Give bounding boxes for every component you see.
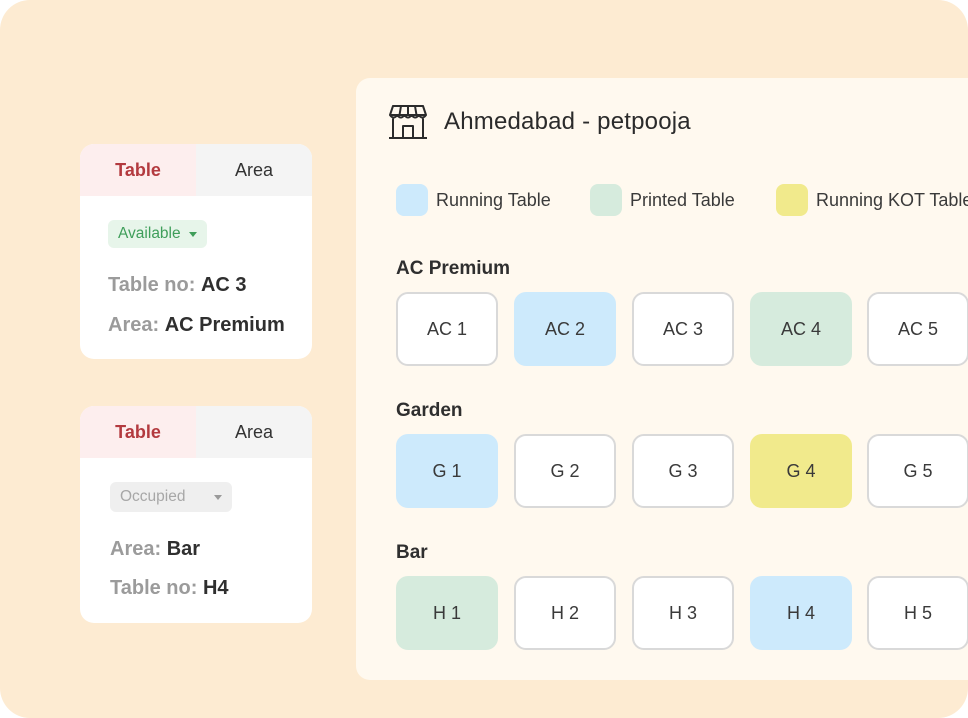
table-tile-ac-4[interactable]: AC 4	[750, 292, 852, 366]
table-info-card-available: Table Area Available Table no: AC 3 Area…	[80, 144, 312, 359]
table-tile-g-5[interactable]: G 5	[867, 434, 968, 508]
table-tile-ac-5[interactable]: AC 5	[867, 292, 968, 366]
status-dropdown[interactable]: Occupied	[110, 482, 232, 512]
legend-swatch	[590, 184, 622, 216]
legend-running-table: Running Table	[396, 184, 551, 216]
card-tabs: Table Area	[80, 406, 312, 458]
legend-printed-table: Printed Table	[590, 184, 735, 216]
table-tile-g-3[interactable]: G 3	[632, 434, 734, 508]
legend-label: Printed Table	[630, 189, 735, 210]
status-dropdown[interactable]: Available	[108, 220, 207, 248]
table-tile-g-4[interactable]: G 4	[750, 434, 852, 508]
store-icon	[389, 105, 427, 139]
info-table-no: Table no: AC 3	[108, 274, 247, 297]
table-tile-h-1[interactable]: H 1	[396, 576, 498, 650]
info-value: AC Premium	[164, 314, 285, 336]
tab-table[interactable]: Table	[80, 144, 196, 196]
legend-label: Running KOT Table	[816, 189, 968, 210]
status-label: Available	[118, 225, 181, 242]
info-table-no: Table no: H4	[110, 577, 229, 600]
table-tile-h-4[interactable]: H 4	[750, 576, 852, 650]
page-title: Ahmedabad - petpooja	[444, 108, 691, 135]
info-value: Bar	[166, 538, 201, 560]
legend-running-kot-table: Running KOT Table	[776, 184, 968, 216]
tab-area[interactable]: Area	[196, 406, 312, 458]
info-key: Area:	[110, 538, 162, 560]
table-tile-h-5[interactable]: H 5	[867, 576, 968, 650]
table-tile-ac-3[interactable]: AC 3	[632, 292, 734, 366]
info-key: Table no:	[108, 274, 196, 296]
info-value: H4	[202, 577, 229, 599]
table-tile-ac-2[interactable]: AC 2	[514, 292, 616, 366]
caret-down-icon	[214, 494, 222, 500]
status-label: Occupied	[120, 488, 186, 505]
table-tile-ac-1[interactable]: AC 1	[396, 292, 498, 366]
info-value: AC 3	[200, 274, 247, 296]
section-garden: Garden	[396, 400, 463, 421]
info-key: Table no:	[110, 577, 198, 599]
table-info-card-occupied: Table Area Occupied Area: Bar Table no: …	[80, 406, 312, 623]
tab-area[interactable]: Area	[196, 144, 312, 196]
table-tile-g-1[interactable]: G 1	[396, 434, 498, 508]
info-area: Area: Bar	[110, 538, 200, 561]
table-tile-h-3[interactable]: H 3	[632, 576, 734, 650]
card-tabs: Table Area	[80, 144, 312, 196]
section-ac-premium: AC Premium	[396, 258, 511, 279]
table-tile-h-2[interactable]: H 2	[514, 576, 616, 650]
tab-table[interactable]: Table	[80, 406, 196, 458]
caret-down-icon	[188, 231, 197, 237]
table-tile-g-2[interactable]: G 2	[514, 434, 616, 508]
legend-label: Running Table	[436, 189, 551, 210]
section-bar: Bar	[396, 542, 428, 563]
legend-swatch	[776, 184, 808, 216]
legend-swatch	[396, 184, 428, 216]
info-area: Area: AC Premium	[108, 314, 285, 337]
info-key: Area:	[108, 314, 160, 336]
table-layout-panel: Ahmedabad - petpooja Running Table Print…	[356, 78, 968, 680]
